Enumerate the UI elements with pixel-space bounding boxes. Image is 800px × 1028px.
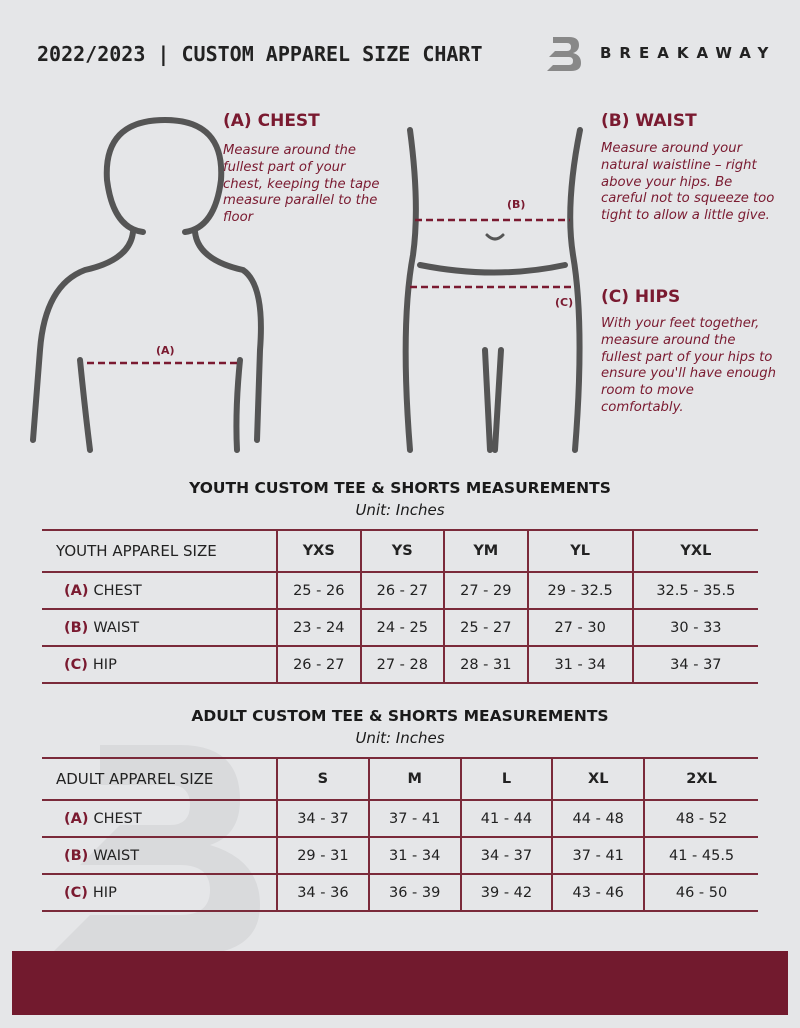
table-cell: 30 - 33 bbox=[631, 608, 758, 647]
size-header: YXS bbox=[276, 529, 361, 573]
table-cell: 41 - 44 bbox=[459, 799, 553, 838]
size-header: YM bbox=[443, 529, 528, 573]
table-row: (C) HIP 34 - 36 36 - 39 39 - 42 43 - 46 46 - … bbox=[42, 873, 758, 912]
table-cell: 25 - 26 bbox=[276, 571, 361, 610]
waist-heading: (B) WAIST bbox=[601, 111, 697, 131]
table-cell: 34 - 37 bbox=[459, 836, 553, 875]
table-cell: 48 - 52 bbox=[643, 799, 758, 838]
table-cell: 23 - 24 bbox=[276, 608, 361, 647]
adult-size-table: ADULT APPAREL SIZE S M L XL 2XL (A) CHEST… bbox=[42, 757, 758, 912]
size-header: YXL bbox=[631, 529, 758, 573]
youth-table-title: YOUTH CUSTOM TEE & SHORTS MEASUREMENTS bbox=[189, 479, 611, 497]
table-cell: 34 - 37 bbox=[631, 645, 758, 684]
table-row: (A) CHEST 25 - 26 26 - 27 27 - 29 29 - 32.5 3… bbox=[42, 571, 758, 610]
table-row: (A) CHEST 34 - 37 37 - 41 41 - 44 44 - 48 48 … bbox=[42, 799, 758, 838]
size-header: YS bbox=[359, 529, 445, 573]
table-cell: 39 - 42 bbox=[459, 873, 553, 912]
page-title: 2022/2023 | CUSTOM APPAREL SIZE CHART bbox=[37, 42, 483, 66]
breakaway-logo-icon bbox=[547, 37, 581, 71]
row-name: WAIST bbox=[93, 619, 140, 636]
hips-description: With your feet together, measure around … bbox=[601, 316, 776, 415]
upper-body-figure bbox=[30, 116, 264, 453]
table-cell: 26 - 27 bbox=[359, 571, 445, 610]
size-header: 2XL bbox=[643, 757, 758, 801]
table-cell: 24 - 25 bbox=[359, 608, 445, 647]
table-cell: 28 - 31 bbox=[443, 645, 528, 684]
table-row: (B) WAIST 23 - 24 24 - 25 25 - 27 27 - 30 30 … bbox=[42, 608, 758, 647]
lower-body-figure bbox=[402, 127, 583, 453]
table-cell: 27 - 29 bbox=[443, 571, 528, 610]
waist-marker: (B) bbox=[507, 198, 526, 211]
row-name: CHEST bbox=[93, 582, 142, 599]
table-cell: 32.5 - 35.5 bbox=[631, 571, 758, 610]
size-label: YOUTH APPAREL SIZE bbox=[42, 529, 277, 573]
youth-size-table: YOUTH APPAREL SIZE YXS YS YM YL YXL (A) C… bbox=[42, 529, 758, 684]
table-cell: 46 - 50 bbox=[643, 873, 758, 912]
row-code: (B) bbox=[64, 619, 89, 636]
table-cell: 25 - 27 bbox=[443, 608, 528, 647]
table-cell: 27 - 28 bbox=[359, 645, 445, 684]
adult-table-title: ADULT CUSTOM TEE & SHORTS MEASUREMENTS bbox=[191, 707, 609, 725]
row-code: (B) bbox=[64, 847, 89, 864]
table-header-row: ADULT APPAREL SIZE S M L XL 2XL bbox=[42, 757, 758, 801]
adult-unit: Unit: Inches bbox=[355, 729, 445, 747]
size-header: L bbox=[459, 757, 553, 801]
size-header: S bbox=[276, 757, 369, 801]
table-cell: 44 - 48 bbox=[551, 799, 645, 838]
size-label: ADULT APPAREL SIZE bbox=[42, 757, 277, 801]
table-cell: 37 - 41 bbox=[551, 836, 645, 875]
table-cell: 43 - 46 bbox=[551, 873, 645, 912]
table-cell: 34 - 37 bbox=[276, 799, 369, 838]
waist-description: Measure around your natural waistline – … bbox=[601, 141, 775, 224]
table-cell: 37 - 41 bbox=[367, 799, 461, 838]
chest-description: Measure around the fullest part of your … bbox=[223, 143, 380, 226]
table-row: (C) HIP 26 - 27 27 - 28 28 - 31 31 - 34 34 - … bbox=[42, 645, 758, 684]
brand-name: BREAKAWAY bbox=[600, 44, 777, 62]
hips-heading: (C) HIPS bbox=[601, 287, 681, 307]
row-code: (A) bbox=[64, 582, 89, 599]
row-name: WAIST bbox=[93, 847, 140, 864]
row-name: HIP bbox=[92, 656, 117, 673]
table-cell: 31 - 34 bbox=[367, 836, 461, 875]
table-header-row: YOUTH APPAREL SIZE YXS YS YM YL YXL bbox=[42, 529, 758, 573]
row-name: HIP bbox=[92, 884, 117, 901]
row-code: (C) bbox=[64, 884, 88, 901]
size-header: YL bbox=[526, 529, 633, 573]
size-header: XL bbox=[551, 757, 645, 801]
chest-heading: (A) CHEST bbox=[223, 111, 320, 131]
table-cell: 27 - 30 bbox=[526, 608, 633, 647]
table-cell: 29 - 32.5 bbox=[526, 571, 633, 610]
size-header: M bbox=[367, 757, 461, 801]
table-cell: 31 - 34 bbox=[526, 645, 633, 684]
hips-marker: (C) bbox=[555, 296, 574, 309]
row-name: CHEST bbox=[93, 810, 142, 827]
table-row: (B) WAIST 29 - 31 31 - 34 34 - 37 37 - 41 41 … bbox=[42, 836, 758, 875]
table-cell: 34 - 36 bbox=[276, 873, 369, 912]
youth-unit: Unit: Inches bbox=[355, 501, 445, 519]
row-code: (C) bbox=[64, 656, 88, 673]
table-cell: 36 - 39 bbox=[367, 873, 461, 912]
table-cell: 41 - 45.5 bbox=[643, 836, 758, 875]
chest-marker: (A) bbox=[156, 344, 175, 357]
table-cell: 29 - 31 bbox=[276, 836, 369, 875]
row-code: (A) bbox=[64, 810, 89, 827]
table-cell: 26 - 27 bbox=[276, 645, 361, 684]
footer-bar bbox=[12, 951, 788, 1015]
